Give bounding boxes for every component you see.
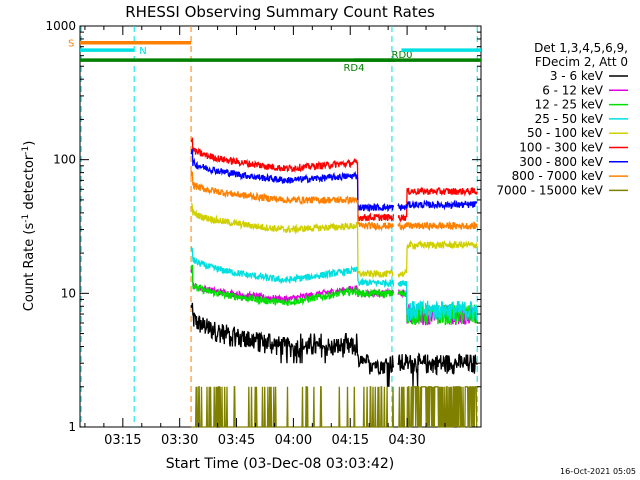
x-tick-label: 04:00: [275, 433, 312, 448]
y-axis-label-end: ): [22, 141, 37, 146]
x-tick-label: 04:15: [332, 433, 369, 448]
y-tick-label: 10: [61, 286, 76, 300]
x-tick-label: 03:30: [161, 433, 198, 448]
legend-header-line2: FDecim 2, Att 0: [535, 55, 628, 69]
legend-item-label: 3 - 6 keV: [550, 69, 604, 83]
y-axis-label-sup2: -1: [21, 146, 31, 155]
legend-item-label: 300 - 800 keV: [519, 155, 603, 169]
series-line: [190, 202, 478, 280]
legend-item-label: 25 - 50 keV: [535, 112, 604, 126]
y-tick-label: 1000: [45, 19, 76, 33]
series-line: [190, 170, 478, 232]
chart-title: RHESSI Observing Summary Count Rates: [125, 3, 435, 21]
flag-bars: S N RD0 RD4: [68, 39, 481, 74]
legend-item-label: 12 - 25 keV: [535, 98, 604, 112]
series-line: [190, 302, 478, 387]
legend-item-label: 100 - 300 keV: [519, 141, 603, 155]
series-group: [190, 137, 478, 428]
y-axis-label: Count Rate (s-1 detector-1): [21, 141, 37, 312]
legend: Det 1,3,4,5,6,9, FDecim 2, Att 0 3 - 6 k…: [496, 41, 628, 197]
series-line: [190, 137, 478, 223]
flag-label: N: [139, 46, 146, 57]
x-tick-label: 03:15: [104, 433, 141, 448]
y-axis-label-rest: detector: [22, 154, 37, 214]
y-tick-label: 1: [68, 420, 76, 434]
x-tick-label: 03:45: [218, 433, 255, 448]
legend-item-label: 6 - 12 keV: [542, 83, 604, 97]
flag-label: RD4: [343, 63, 364, 74]
series-line: [190, 246, 478, 322]
x-ticks: 03:15 03:30 03:45 04:00 04:15 04:30: [84, 26, 446, 448]
y-ticks: 1 10 100 1000: [45, 19, 481, 434]
flag-label: RD0: [392, 50, 413, 61]
legend-item-label: 50 - 100 keV: [527, 126, 604, 140]
series-line: [190, 148, 478, 213]
flag-label: S: [68, 39, 74, 50]
y-axis-label-sup: -1: [21, 214, 31, 223]
y-axis-label-main: Count Rate (s: [22, 223, 37, 312]
legend-item-label: 800 - 7000 keV: [512, 169, 604, 183]
y-tick-label: 100: [53, 153, 76, 167]
footer-date: 16-Oct-2021 05:05: [560, 467, 636, 476]
plot-area: S N RD0 RD4 1 10 100 1000 03:15 03:30 03:45 04:00…: [45, 19, 482, 448]
x-tick-label: 04:30: [388, 433, 425, 448]
legend-header-line1: Det 1,3,4,5,6,9,: [534, 41, 628, 55]
series-line: [191, 386, 478, 428]
x-axis-label: Start Time (03-Dec-08 03:03:42): [166, 456, 394, 472]
legend-item-label: 7000 - 15000 keV: [496, 183, 603, 197]
